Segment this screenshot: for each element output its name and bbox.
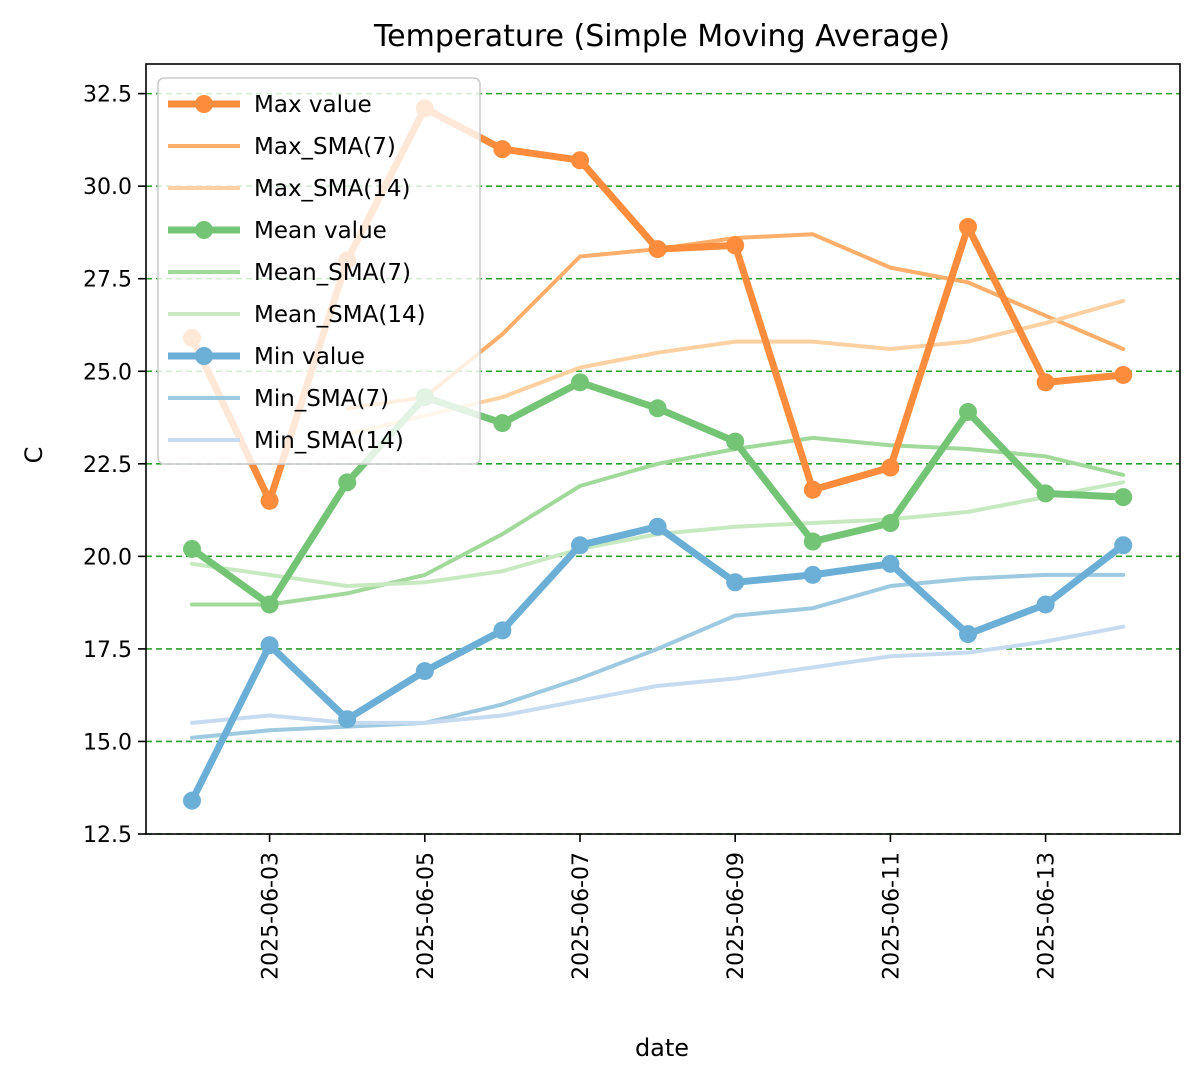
data-point-mean-value xyxy=(338,473,357,492)
data-point-max-value xyxy=(1114,365,1133,384)
legend-label: Mean value xyxy=(254,218,387,244)
data-point-max-value xyxy=(881,458,900,477)
data-point-min-value xyxy=(648,517,667,536)
y-tick-label: 20.0 xyxy=(83,545,132,570)
legend-label: Min_SMA(7) xyxy=(254,386,389,412)
axes-layer: 12.5 15.0 17.5 20.0 22.5 25.0 27.5 30.0 32.5 2025… xyxy=(83,63,1181,980)
data-point-max-value xyxy=(648,240,667,259)
data-point-min-value xyxy=(183,791,201,810)
legend-label: Max value xyxy=(254,92,372,118)
data-point-min-value xyxy=(1114,536,1133,555)
plot-frame xyxy=(145,63,1181,835)
y-tick-label: 30.0 xyxy=(83,175,132,200)
data-point-min-value xyxy=(415,662,434,681)
data-point-mean-value xyxy=(881,514,900,533)
y-tick-label: 12.5 xyxy=(83,823,132,848)
data-point-min-value xyxy=(493,621,512,640)
data-point-max-value xyxy=(726,236,745,255)
legend: Max value Max_SMA(7) Max_SMA(14) Mean value… xyxy=(157,77,481,465)
legend-marker xyxy=(195,95,213,113)
legend-label: Min_SMA(14) xyxy=(254,428,404,454)
data-point-mean-value xyxy=(803,532,822,551)
legend-label: Max_SMA(7) xyxy=(254,134,396,160)
data-point-min-value xyxy=(338,710,357,729)
data-point-mean-value xyxy=(493,414,512,433)
data-point-mean-value xyxy=(1036,484,1055,503)
data-point-mean-value xyxy=(1114,488,1133,507)
y-tick-label: 27.5 xyxy=(83,268,132,293)
legend-label: Max_SMA(14) xyxy=(254,176,410,202)
data-point-min-value xyxy=(260,636,279,655)
data-point-max-value xyxy=(493,140,512,159)
x-tick-label: 2025-06-07 xyxy=(569,852,594,980)
x-tick-label: 2025-06-05 xyxy=(414,852,439,980)
data-point-min-value xyxy=(803,565,822,584)
data-point-mean-value xyxy=(571,373,589,392)
chart-title: Temperature (Simple Moving Average) xyxy=(373,19,950,54)
legend-label: Mean_SMA(7) xyxy=(254,260,411,286)
data-point-max-value xyxy=(803,480,822,499)
x-tick-label: 2025-06-09 xyxy=(724,852,749,980)
data-point-min-value xyxy=(959,625,977,644)
y-axis-label: C xyxy=(20,447,48,464)
y-tick-label: 25.0 xyxy=(83,360,132,385)
data-point-mean-value xyxy=(260,595,279,614)
data-point-mean-value xyxy=(959,402,977,421)
x-axis-label: date xyxy=(635,1034,689,1062)
data-point-max-value xyxy=(1036,373,1055,392)
x-tick-label: 2025-06-13 xyxy=(1035,852,1060,980)
x-tick-label: 2025-06-11 xyxy=(879,852,904,980)
data-point-min-value xyxy=(881,554,900,573)
y-tick-label: 15.0 xyxy=(83,730,132,755)
legend-label: Mean_SMA(14) xyxy=(254,302,426,328)
y-tick-label: 22.5 xyxy=(83,453,132,478)
legend-box xyxy=(157,77,481,465)
legend-marker xyxy=(195,347,213,365)
data-point-max-value xyxy=(260,491,279,510)
data-point-min-value xyxy=(571,536,589,555)
series-line-mean-sma-7 xyxy=(190,435,1126,607)
y-tick-label: 32.5 xyxy=(83,83,132,108)
data-point-mean-value xyxy=(648,399,667,418)
x-tick-label: 2025-06-03 xyxy=(259,852,284,980)
legend-marker xyxy=(195,221,213,239)
data-point-min-value xyxy=(726,573,745,592)
data-point-max-value xyxy=(959,217,977,236)
data-point-max-value xyxy=(571,151,589,170)
y-tick-label: 17.5 xyxy=(83,638,132,663)
data-point-mean-value xyxy=(183,539,201,558)
data-point-min-value xyxy=(1036,595,1055,614)
data-point-mean-value xyxy=(726,432,745,451)
legend-label: Min value xyxy=(254,344,365,370)
